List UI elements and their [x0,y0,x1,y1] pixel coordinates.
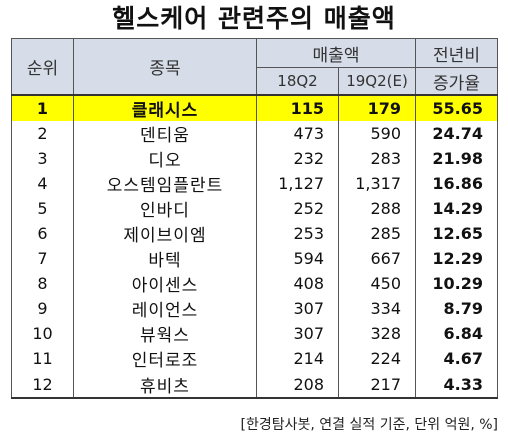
yoy-cell: 6.84 [415,321,499,346]
name-cell: 인터로조 [73,346,257,371]
table-row: 12 휴비츠 208 217 4.33 [11,371,499,399]
name-cell: 휴비츠 [73,371,257,399]
yoy-cell: 8.79 [415,296,499,321]
rank-cell: 4 [11,171,74,196]
sales-19q2e-cell: 590 [337,121,417,146]
sales-19q2e-cell: 328 [337,321,417,346]
header-rank: 순위 [11,38,74,96]
sales-19q2e-cell: 224 [337,346,417,371]
sales-18q2-cell: 307 [256,296,339,321]
sales-18q2-cell: 252 [256,196,339,221]
name-cell: 뷰웍스 [73,321,257,346]
yoy-cell: 14.29 [415,196,499,221]
name-cell: 오스템임플란트 [73,171,257,196]
rank-cell: 10 [11,321,74,346]
page-title: 헬스케어 관련주의 매출액 [112,4,396,33]
sales-18q2-cell: 307 [256,321,339,346]
sales-19q2e-cell: 283 [337,146,417,171]
yoy-cell: 4.33 [415,371,499,399]
table-row: 10 뷰웍스 307 328 6.84 [11,321,499,346]
rank-cell: 5 [11,196,74,221]
yoy-cell: 16.86 [415,171,499,196]
sales-18q2-cell: 1,127 [256,171,339,196]
sales-18q2-cell: 214 [256,346,339,371]
name-cell: 인바디 [73,196,257,221]
sales-18q2-cell: 594 [256,246,339,271]
sales-18q2-cell: 208 [256,371,339,399]
header-yoy-line2: 증가율 [415,67,499,96]
table-row: 7 바텍 594 667 12.29 [11,246,499,271]
yoy-cell: 10.29 [415,271,499,296]
sales-18q2-cell: 115 [256,94,339,121]
sales-18q2-cell: 253 [256,221,339,246]
name-cell: 덴티움 [73,121,257,146]
sales-19q2e-cell: 217 [337,371,417,399]
yoy-cell: 4.67 [415,346,499,371]
name-cell: 디오 [73,146,257,171]
source-note: [한경탐사봇, 연결 실적 기준, 단위 억원, %] [240,417,498,433]
header-name: 종목 [73,38,257,96]
rank-cell: 12 [11,371,74,399]
table-row: 9 레이언스 307 334 8.79 [11,296,499,321]
sales-19q2e-cell: 1,317 [337,171,417,196]
yoy-cell: 12.65 [415,221,499,246]
rank-cell: 2 [11,121,74,146]
table-row: 5 인바디 252 288 14.29 [11,196,499,221]
rank-cell: 7 [11,246,74,271]
header-18q2: 18Q2 [256,67,339,96]
rank-cell: 11 [11,346,74,371]
sales-table: 순위 종목 매출액 전년비 18Q2 19Q2(E) 증가율 1 클래시스 11… [11,38,499,399]
sales-19q2e-cell: 667 [337,246,417,271]
name-cell: 아이센스 [73,271,257,296]
table-row: 2 덴티움 473 590 24.74 [11,121,499,146]
name-cell: 레이언스 [73,296,257,321]
table-row: 8 아이센스 408 450 10.29 [11,271,499,296]
table-row: 11 인터로조 214 224 4.67 [11,346,499,371]
table-row: 6 제이브이엠 253 285 12.65 [11,221,499,246]
rank-cell: 9 [11,296,74,321]
name-cell: 바텍 [73,246,257,271]
yoy-cell: 55.65 [415,94,499,121]
header-yoy-line1: 전년비 [415,38,499,68]
header-19q2e: 19Q2(E) [337,67,417,96]
yoy-cell: 24.74 [415,121,499,146]
yoy-cell: 21.98 [415,146,499,171]
table-row: 1 클래시스 115 179 55.65 [11,94,499,121]
name-cell: 제이브이엠 [73,221,257,246]
rank-cell: 6 [11,221,74,246]
rank-cell: 1 [11,94,74,121]
sales-18q2-cell: 232 [256,146,339,171]
sales-19q2e-cell: 285 [337,221,417,246]
sales-19q2e-cell: 179 [337,94,417,121]
yoy-cell: 12.29 [415,246,499,271]
rank-cell: 3 [11,146,74,171]
sales-18q2-cell: 408 [256,271,339,296]
table-row: 4 오스템임플란트 1,127 1,317 16.86 [11,171,499,196]
header-sales: 매출액 [255,38,417,68]
sales-19q2e-cell: 288 [337,196,417,221]
rank-cell: 8 [11,271,74,296]
name-cell: 클래시스 [73,94,257,121]
sales-18q2-cell: 473 [256,121,339,146]
table-row: 3 디오 232 283 21.98 [11,146,499,171]
sales-19q2e-cell: 334 [337,296,417,321]
sales-19q2e-cell: 450 [337,271,417,296]
